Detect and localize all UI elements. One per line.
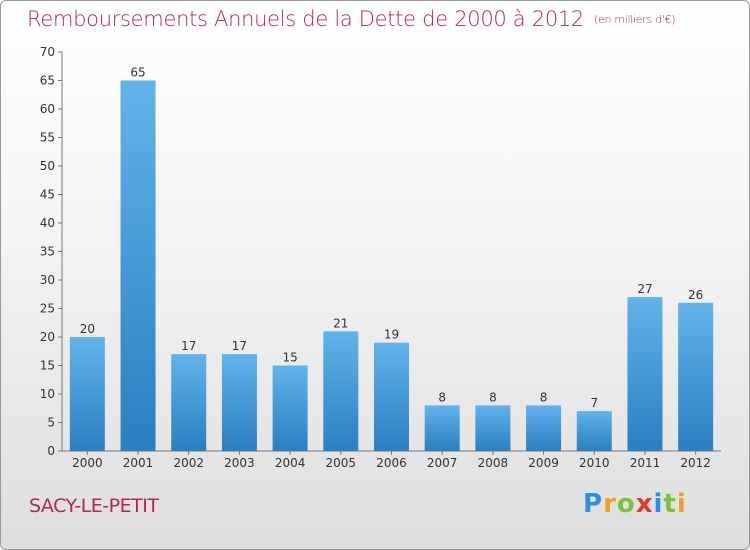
data-label-2000: 20 (80, 322, 95, 336)
x-tick-label-2004: 2004 (275, 456, 306, 470)
bar-2008 (475, 405, 511, 451)
x-tick-label-2012: 2012 (680, 456, 711, 470)
logo-letter: i (653, 489, 664, 519)
data-label-2005: 21 (333, 316, 348, 330)
y-tick-label: 40 (40, 216, 55, 230)
bar-2002 (171, 354, 207, 451)
y-tick-label: 45 (40, 188, 55, 202)
y-tick-label: 60 (40, 102, 55, 116)
logo-letter: o (616, 489, 636, 519)
x-tick-label-2001: 2001 (123, 456, 154, 470)
x-tick-label-2007: 2007 (427, 456, 458, 470)
bar-2010 (576, 411, 612, 451)
bar-2000 (69, 337, 105, 451)
y-tick-label: 70 (40, 45, 55, 59)
bar-2006 (374, 342, 409, 451)
y-tick-label: 0 (47, 444, 55, 458)
data-label-2011: 27 (637, 282, 652, 296)
logo-letter: r (603, 489, 617, 519)
y-tick-label: 5 (47, 416, 55, 430)
x-tick-label-2008: 2008 (478, 456, 509, 470)
chart-title-text: Remboursements Annuels de la Dette de 20… (27, 7, 584, 31)
x-tick-label-2002: 2002 (173, 456, 204, 470)
x-tick-label-2006: 2006 (376, 456, 407, 470)
data-label-2001: 65 (130, 66, 145, 80)
bar-2005 (323, 331, 359, 451)
y-tick-label: 25 (40, 302, 55, 316)
y-tick-label: 30 (40, 273, 55, 287)
x-tick-label-2003: 2003 (224, 456, 255, 470)
data-label-2002: 17 (181, 339, 196, 353)
chart-title: Remboursements Annuels de la Dette de 20… (27, 7, 675, 31)
bar-2012 (678, 302, 714, 451)
data-label-2004: 15 (282, 351, 297, 365)
data-label-2003: 17 (232, 339, 247, 353)
y-tick-label: 55 (40, 131, 55, 145)
x-tick-label-2000: 2000 (72, 456, 103, 470)
bar-2007 (424, 405, 460, 451)
data-label-2008: 8 (489, 390, 497, 404)
y-tick-label: 15 (40, 359, 55, 373)
y-tick-label: 20 (40, 330, 55, 344)
x-tick-label-2005: 2005 (326, 456, 357, 470)
logo-letter: P (583, 489, 604, 519)
y-tick-label: 65 (40, 74, 55, 88)
logo-letter: i (676, 489, 687, 519)
logo-letter: t (663, 489, 677, 519)
logo-letter: x (635, 489, 654, 519)
bar-2009 (526, 405, 562, 451)
proxiti-logo: Proxiti (583, 489, 687, 519)
unit-note: (en milliers d'€) (594, 13, 676, 26)
data-label-2010: 7 (590, 396, 598, 410)
y-tick-label: 10 (40, 387, 55, 401)
bar-2004 (272, 365, 308, 451)
bar-2003 (221, 354, 257, 451)
bar-2011 (627, 297, 663, 451)
data-label-2012: 26 (688, 288, 703, 302)
commune-name: SACY-LE-PETIT (29, 495, 159, 517)
x-tick-label-2010: 2010 (579, 456, 610, 470)
y-tick-label: 50 (40, 159, 55, 173)
data-label-2009: 8 (540, 390, 548, 404)
data-label-2006: 19 (384, 328, 399, 342)
data-label-2007: 8 (438, 390, 446, 404)
x-tick-label-2011: 2011 (630, 456, 661, 470)
x-tick-label-2009: 2009 (528, 456, 559, 470)
y-tick-label: 35 (40, 245, 55, 259)
bar-2001 (120, 80, 156, 451)
